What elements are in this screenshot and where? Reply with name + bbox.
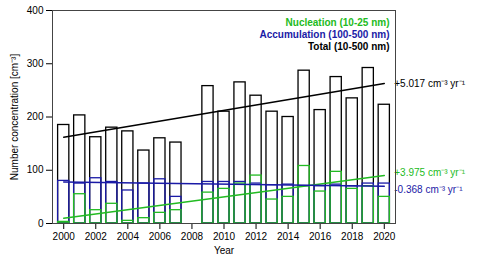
svg-text:2008: 2008 — [181, 231, 204, 242]
svg-text:2010: 2010 — [213, 231, 236, 242]
svg-text:2018: 2018 — [341, 231, 364, 242]
svg-text:Year: Year — [214, 245, 235, 256]
svg-text:Number concentration [cm⁻³]: Number concentration [cm⁻³] — [9, 54, 20, 181]
svg-text:2014: 2014 — [277, 231, 300, 242]
svg-text:Total (10-500 nm): Total (10-500 nm) — [308, 41, 390, 52]
svg-text:-0.368 cm⁻³ yr⁻¹: -0.368 cm⁻³ yr⁻¹ — [394, 184, 463, 195]
svg-text:+5.017 cm⁻³ yr⁻¹: +5.017 cm⁻³ yr⁻¹ — [394, 78, 465, 89]
svg-text:Accumulation (100-500 nm): Accumulation (100-500 nm) — [259, 29, 389, 40]
svg-text:2006: 2006 — [149, 231, 172, 242]
svg-text:200: 200 — [27, 111, 44, 122]
svg-text:300: 300 — [27, 58, 44, 69]
svg-text:100: 100 — [27, 164, 44, 175]
svg-text:+3.975 cm⁻³ yr⁻¹: +3.975 cm⁻³ yr⁻¹ — [394, 167, 465, 178]
svg-text:2002: 2002 — [85, 231, 108, 242]
svg-text:0: 0 — [38, 218, 44, 229]
svg-text:400: 400 — [27, 5, 44, 16]
svg-text:2020: 2020 — [373, 231, 396, 242]
svg-text:2004: 2004 — [117, 231, 140, 242]
svg-text:Nucleation (10-25 nm): Nucleation (10-25 nm) — [286, 17, 390, 28]
svg-text:2000: 2000 — [53, 231, 76, 242]
svg-text:2012: 2012 — [245, 231, 268, 242]
svg-text:2016: 2016 — [309, 231, 332, 242]
